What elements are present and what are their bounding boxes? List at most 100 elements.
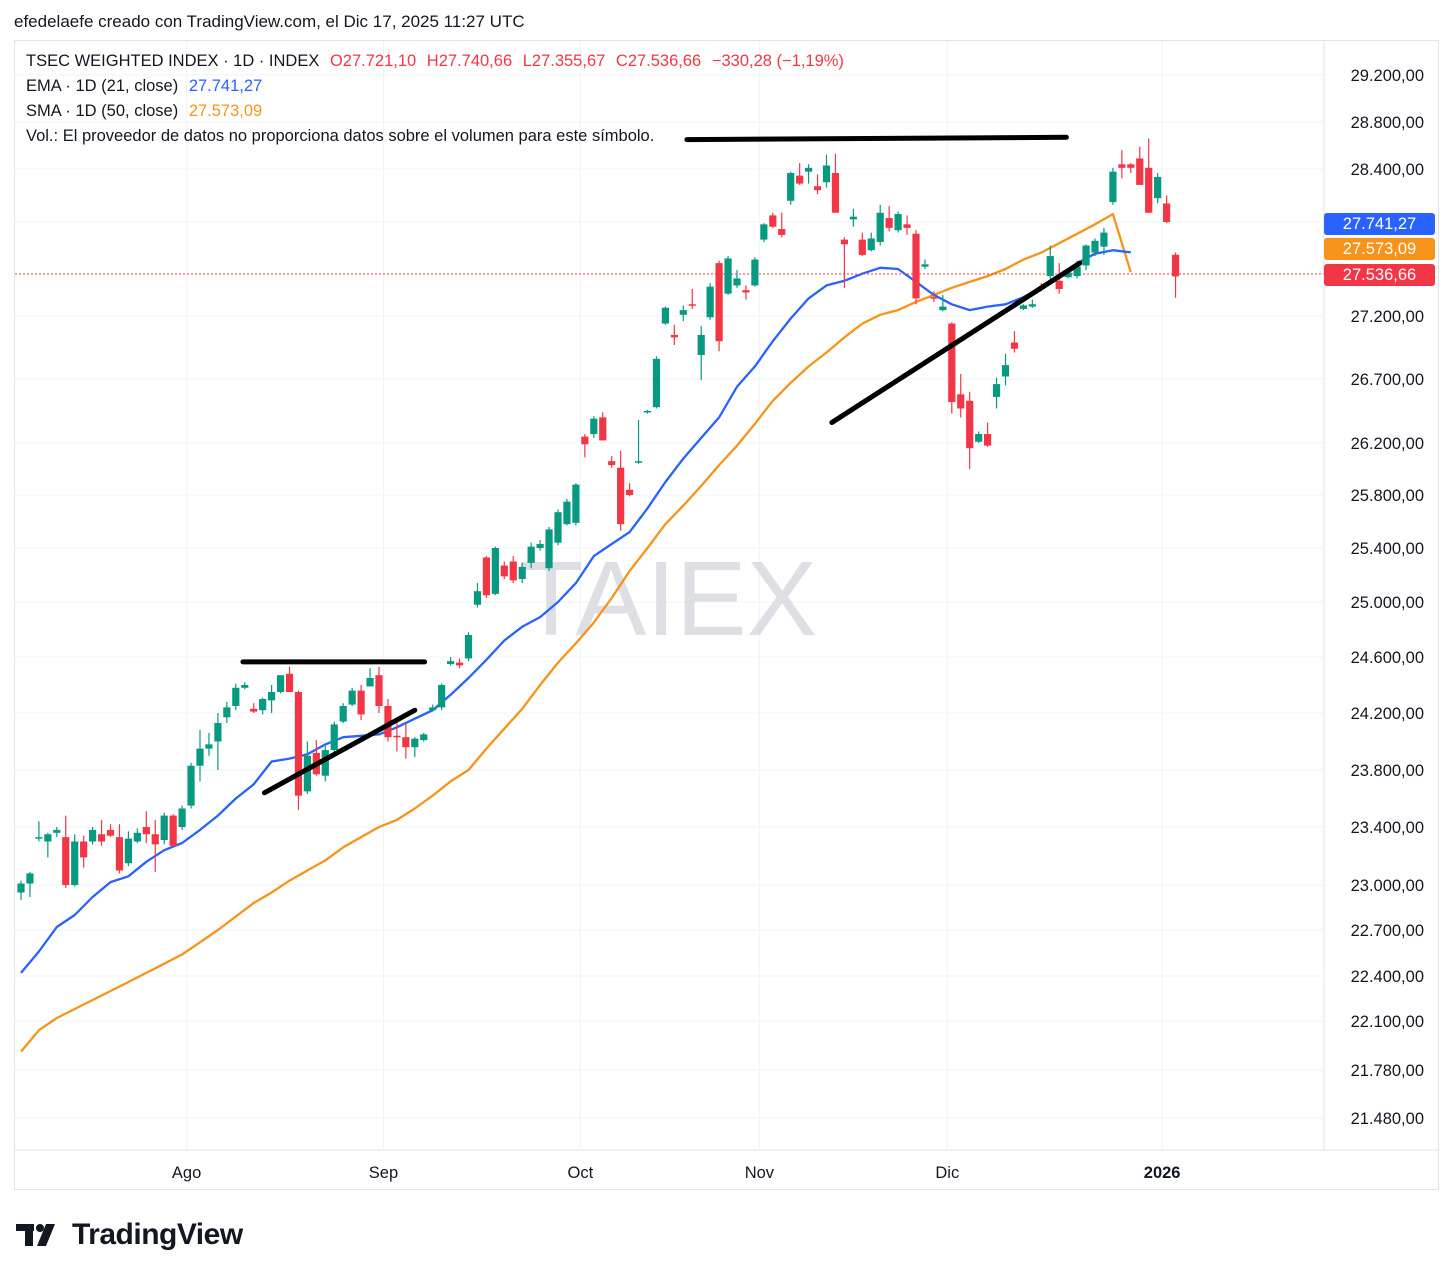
legend-close: C27.536,66 (615, 52, 702, 70)
candle-body (276, 675, 285, 692)
y-tick-label: 28.400,00 (1351, 161, 1424, 179)
candle-body (447, 661, 455, 664)
tradingview-logo-icon (16, 1224, 55, 1246)
candle (975, 431, 983, 443)
candle (831, 153, 840, 213)
tradingview-wordmark: TradingView (72, 1218, 243, 1251)
chart-frame (14, 40, 1439, 1190)
ema21-line (20, 249, 1131, 974)
candle-body (393, 735, 401, 738)
candle-body (196, 748, 204, 766)
candle (142, 811, 150, 843)
sma50-line (20, 212, 1132, 1053)
candle (885, 206, 893, 232)
candle-body (375, 675, 383, 706)
candle-body (1055, 280, 1063, 289)
y-tick-label: 24.600,00 (1351, 649, 1424, 667)
candle (813, 174, 822, 195)
candle (133, 828, 141, 843)
candle-body (473, 591, 482, 605)
candle (455, 658, 464, 669)
tradingview-logo[interactable]: TradingView (16, 1218, 243, 1252)
candle (384, 699, 392, 742)
candle-body (285, 673, 294, 692)
candle (464, 632, 473, 662)
candle (715, 260, 723, 352)
candle (751, 257, 759, 287)
candle (599, 412, 607, 441)
candle-body (133, 832, 141, 842)
legend-sma[interactable]: SMA · 1D (50, close) 27.573,09 (26, 102, 268, 121)
candle-body (885, 218, 893, 228)
candle-body (751, 259, 759, 286)
candle-body (527, 546, 535, 563)
candle-body (518, 566, 526, 580)
candle (796, 163, 804, 185)
candle-body (205, 744, 213, 749)
candle (1028, 299, 1036, 308)
legend-ema[interactable]: EMA · 1D (21, close) 27.741,27 (26, 77, 268, 96)
trendline (829, 260, 1083, 426)
candle (62, 815, 70, 888)
candle (939, 294, 947, 312)
candle-body (223, 707, 231, 718)
candle-body (402, 737, 410, 748)
candle-body (894, 214, 902, 231)
y-tick-label: 22.700,00 (1351, 922, 1424, 940)
candle (35, 821, 43, 842)
candle-body (626, 489, 634, 495)
candle (1019, 304, 1027, 311)
candle (590, 416, 598, 438)
candle (491, 546, 499, 596)
candle-body (787, 172, 795, 201)
candle-body (975, 434, 983, 442)
candle (473, 583, 482, 608)
candle (992, 377, 1001, 409)
candle-body (1118, 164, 1126, 168)
candle (169, 814, 177, 848)
legend-low: L27.355,67 (522, 52, 606, 70)
candle (348, 687, 356, 706)
candle-body (581, 436, 589, 445)
candle (697, 326, 705, 381)
candle (223, 701, 231, 723)
y-tick-label: 29.200,00 (1351, 67, 1424, 85)
candle (1082, 244, 1090, 271)
candle-body (455, 662, 464, 666)
candle-body (500, 565, 508, 577)
candle (912, 230, 920, 305)
candle (89, 827, 97, 845)
candle-body (608, 461, 616, 466)
candle (115, 824, 124, 874)
candle (1163, 195, 1171, 224)
candle-body (769, 215, 777, 227)
candle (670, 324, 678, 345)
candle (366, 668, 374, 687)
candle (1001, 353, 1010, 386)
candle-body (948, 323, 956, 403)
candle (1010, 331, 1019, 353)
candle-body (912, 233, 920, 299)
grid-layer (15, 41, 1324, 1150)
candle-body (80, 841, 88, 858)
candle-body (966, 400, 974, 449)
candle-body (259, 699, 267, 711)
candle-body (241, 685, 249, 688)
candle (1127, 163, 1135, 173)
candle (44, 832, 52, 858)
candle (500, 561, 508, 580)
candle-body (742, 290, 750, 293)
sma-layer (20, 212, 1132, 1053)
x-tick-label: Ago (172, 1164, 201, 1182)
candle-body (813, 186, 822, 191)
candle (688, 288, 696, 309)
x-tick-label: Nov (745, 1164, 775, 1182)
candle-body (464, 635, 473, 659)
candle-body (482, 557, 490, 596)
candle-body (661, 307, 669, 324)
candle (849, 208, 857, 227)
candle-body (643, 411, 652, 413)
candle (626, 483, 634, 497)
candle (1100, 227, 1108, 255)
